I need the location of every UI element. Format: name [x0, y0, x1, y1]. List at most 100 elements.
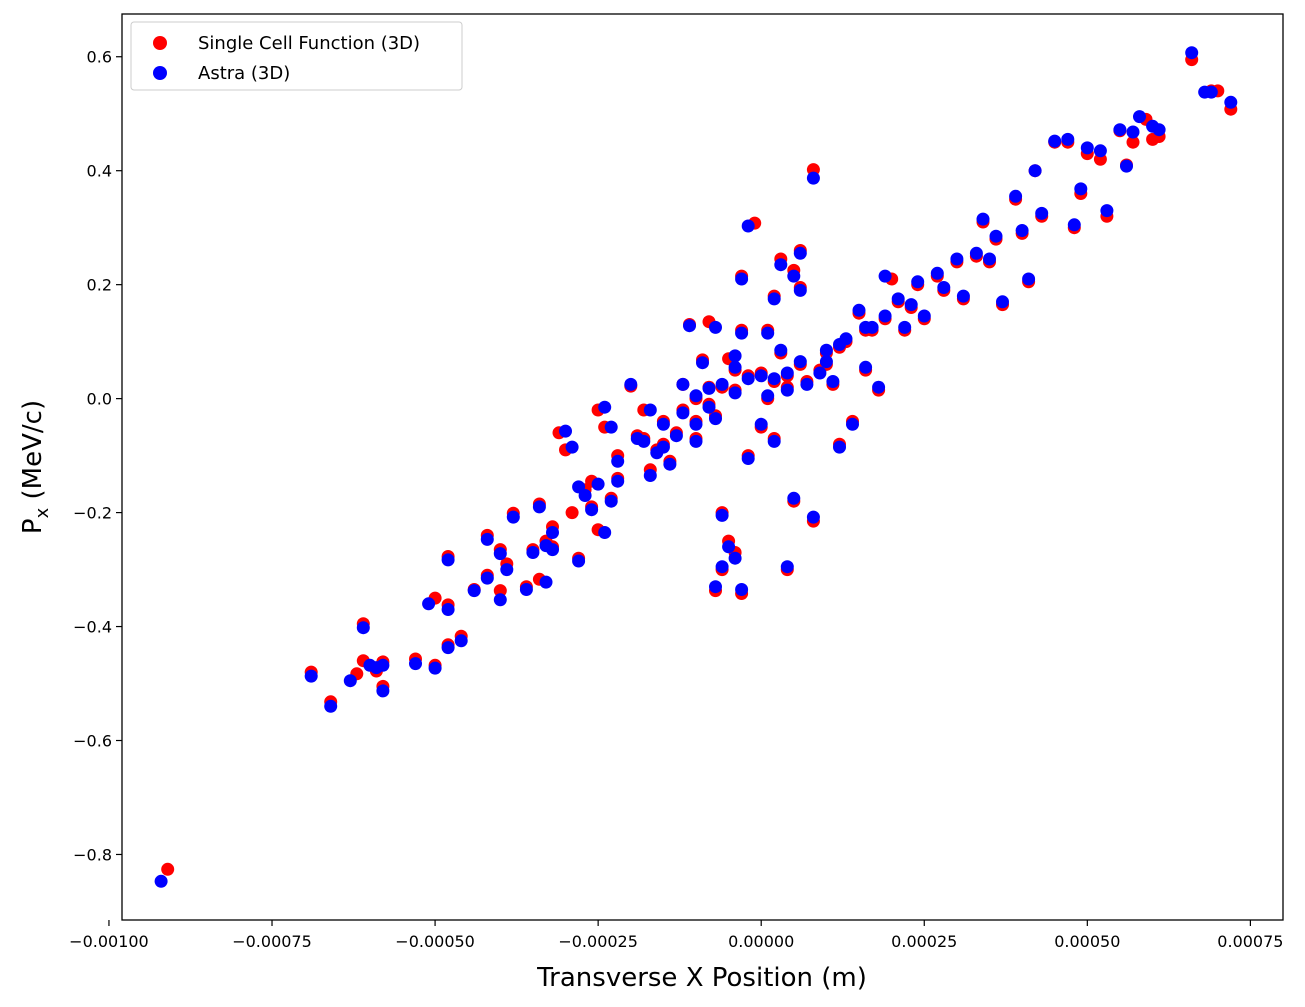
scatter-point-series-1 [859, 360, 873, 374]
scatter-point-series-1 [604, 420, 618, 434]
scatter-point-series-1 [1067, 218, 1081, 232]
scatter-point-series-1 [833, 338, 846, 351]
scatter-point-series-1 [689, 389, 703, 403]
scatter-point-series-1 [872, 380, 886, 394]
y-tick-label: 0.2 [87, 276, 112, 295]
scatter-point-series-1 [598, 400, 612, 414]
scatter-point-series-1 [1120, 159, 1133, 173]
scatter-point-series-1 [1126, 125, 1140, 139]
legend-label-single-cell: Single Cell Function (3D) [198, 33, 420, 54]
scatter-point-series-1 [565, 440, 579, 454]
scatter-point-series-1 [1133, 110, 1146, 124]
scatter-point-series-1 [787, 269, 801, 283]
scatter-point-series-1 [519, 583, 533, 596]
scatter-point-series-1 [493, 593, 507, 607]
scatter-point-series-1 [819, 355, 833, 369]
scatter-point-series-1 [735, 272, 749, 286]
scatter-point-series-1 [441, 603, 455, 616]
scatter-point-series-1 [800, 377, 814, 391]
scatter-point-series-1 [930, 266, 944, 280]
scatter-point-series-1 [735, 583, 749, 596]
y-axis: −0.8 −0.6 −0.4 −0.2 0.0 0.2 0.4 0.6 [73, 48, 122, 864]
scatter-point-series-1 [819, 343, 833, 357]
scatter-point-series-1 [1035, 206, 1049, 220]
scatter-point-series-1 [669, 429, 683, 443]
scatter-point-series-1 [1015, 224, 1029, 237]
scatter-point-series-1 [1185, 46, 1199, 60]
legend-marker-astra [153, 66, 167, 80]
scatter-point-series-1 [441, 641, 455, 655]
scatter-point-series-1 [356, 621, 370, 635]
scatter-point-series-1 [878, 309, 892, 323]
scatter-point-series-1 [1224, 95, 1238, 109]
y-tick-label: −0.6 [73, 732, 112, 751]
scatter-point-series-1 [793, 246, 807, 260]
scatter-point-series-1 [506, 510, 520, 524]
scatter-point-series-1 [546, 543, 559, 557]
x-tick-label: 0.00075 [1217, 932, 1283, 951]
scatter-point-series-1 [898, 320, 912, 334]
scatter-point-series-1 [1022, 272, 1036, 286]
scatter-point-series-1 [826, 375, 840, 388]
scatter-point-series-1 [1048, 134, 1062, 148]
scatter-point-series-1 [715, 377, 729, 391]
scatter-point-series-1 [454, 634, 468, 648]
scatter-point-series-1 [709, 320, 722, 334]
scatter-point-series-1 [709, 412, 722, 426]
scatter-point-series-1 [728, 386, 742, 400]
scatter-point-series-1 [539, 575, 553, 589]
scatter-point-series-1 [956, 289, 970, 303]
scatter-point-series-1 [702, 381, 716, 395]
scatter-point-series-1 [409, 657, 422, 671]
scatter-point-series-1 [154, 874, 168, 888]
scatter-point-series-1 [1198, 85, 1212, 99]
scatter-point-series-1 [761, 389, 775, 403]
scatter-point-series-1 [343, 674, 357, 688]
scatter-point-series-1 [983, 252, 996, 266]
scatter-point-series-1 [526, 546, 540, 559]
x-tick-label: 0.00025 [891, 932, 957, 951]
scatter-point-series-1 [833, 440, 846, 454]
scatter-point-series-1 [735, 326, 749, 340]
scatter-point-series-1 [1093, 144, 1107, 158]
x-tick-label: 0.00000 [728, 932, 794, 951]
scatter-point-series-1 [1100, 204, 1114, 218]
scatter-point-series-1 [715, 560, 729, 574]
scatter-point-series-1 [676, 406, 690, 420]
scatter-point-series-1 [585, 503, 599, 517]
scatter-point-series-0 [161, 862, 175, 876]
y-axis-label-rest: (MeV/c) [18, 400, 48, 508]
scatter-point-series-1 [911, 275, 925, 289]
scatter-point-series-1 [774, 343, 788, 357]
scatter-point-series-1 [878, 269, 892, 283]
scatter-point-series-1 [637, 434, 651, 448]
scatter-point-series-1 [376, 658, 390, 672]
y-tick-label: 0.6 [87, 48, 112, 67]
scatter-point-series-1 [741, 219, 755, 233]
scatter-point-series-1 [1113, 123, 1127, 137]
scatter-point-series-1 [904, 298, 918, 312]
scatter-point-series-1 [546, 526, 559, 539]
scatter-point-series-1 [793, 283, 807, 297]
scatter-point-series-1 [1061, 132, 1075, 146]
scatter-point-series-1 [480, 532, 494, 546]
scatter-point-series-1 [741, 452, 755, 465]
y-tick-label: 0.0 [87, 390, 112, 409]
scatter-point-series-1 [754, 417, 768, 431]
scatter-point-series-1 [598, 526, 612, 539]
scatter-point-series-1 [793, 355, 807, 369]
x-tick-label: −0.00050 [395, 932, 475, 951]
scatter-point-series-1 [1152, 123, 1166, 137]
scatter-point-series-0 [1126, 135, 1140, 149]
legend-label-astra: Astra (3D) [198, 63, 290, 84]
scatter-point-series-1 [578, 489, 592, 502]
scatter-point-series-1 [813, 366, 827, 380]
scatter-point-series-0 [493, 584, 507, 598]
scatter-point-series-1 [500, 563, 514, 577]
scatter-point-series-1 [846, 417, 859, 431]
scatter-point-series-1 [591, 477, 605, 491]
scatter-point-series-1 [689, 434, 703, 448]
y-axis-label-main: P [18, 518, 48, 534]
scatter-point-series-1 [493, 547, 507, 561]
scatter-point-series-1 [643, 403, 657, 417]
